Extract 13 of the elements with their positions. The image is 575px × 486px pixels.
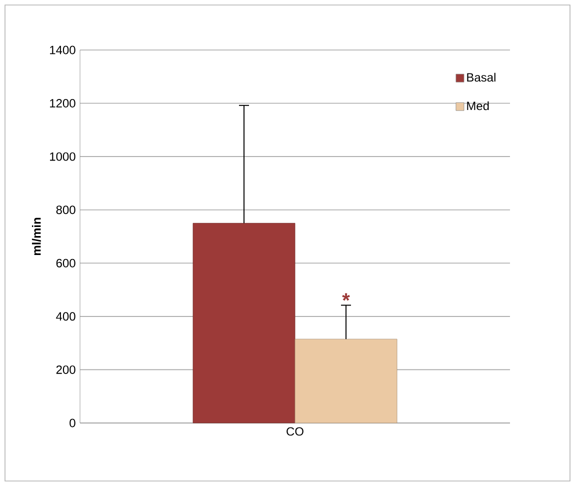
y-tick-label: 400 (56, 312, 76, 321)
y-tick-label: 1200 (50, 99, 76, 108)
y-tick-label: 600 (56, 258, 76, 268)
y-tick-label: 200 (56, 365, 76, 374)
legend-label: Basal (467, 72, 496, 82)
y-tick-label: 0 (70, 418, 76, 428)
x-tick-label: CO (286, 427, 304, 436)
y-tick-label: 800 (56, 206, 76, 214)
annotation: * (342, 293, 350, 301)
y-axis-title: ml/min (32, 218, 41, 256)
y-tick-label: 1000 (50, 152, 76, 161)
y-tick-label: 1400 (50, 46, 76, 54)
legend-label: Med (467, 101, 489, 110)
